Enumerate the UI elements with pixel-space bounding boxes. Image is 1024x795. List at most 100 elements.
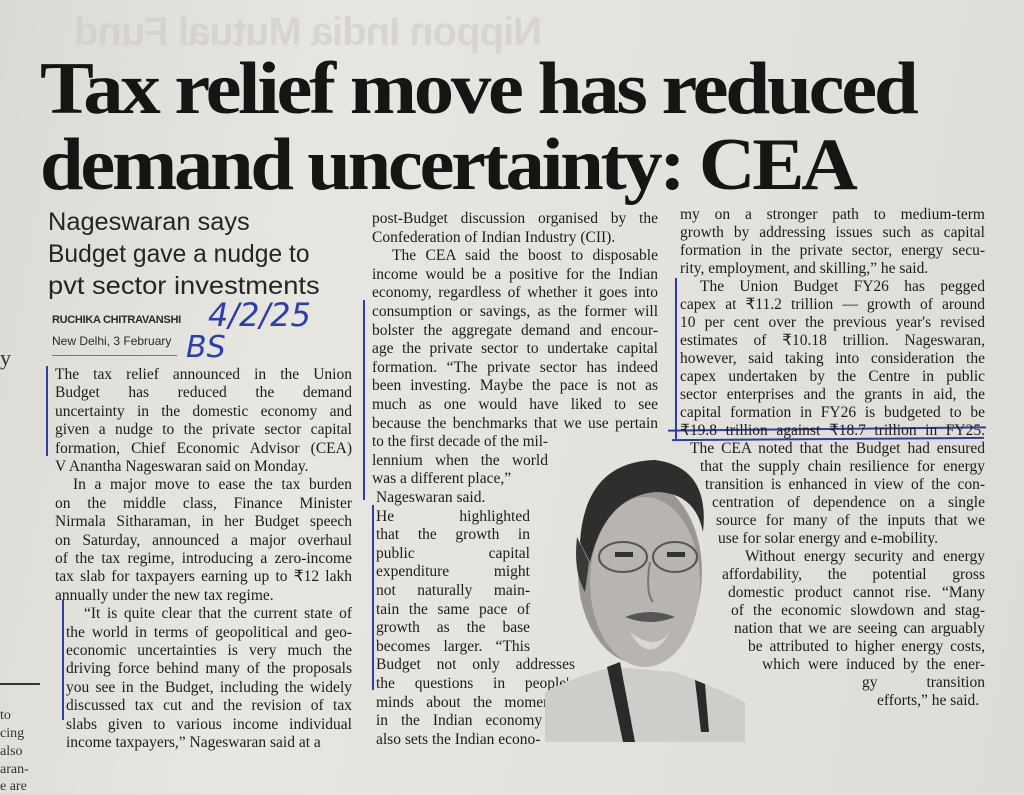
article-line: transition is enhanced in view of the co… [705,476,985,493]
article-line: tain the same pace of [376,600,530,618]
article-line: formation, Chief Economic Advisor (CEA) [55,439,352,457]
byline-rule [52,355,177,356]
article-line: Budget not only addresses [376,656,575,674]
byline: RUCHIKA CHITRAVANSHI [52,314,181,326]
article-line: which were induced by the ener- [762,656,985,673]
article-line: Nirmala Sitharaman, in her Budget speech [55,513,352,531]
article-line: not naturally main- [376,582,530,599]
article-line: efforts,” he said. [877,692,980,709]
article-line: the questions in people's [376,675,575,692]
article-line: tax slab for taxpayers earning up to ₹12… [55,568,352,586]
article-line: discussed tax cut and the revision of ta… [66,697,352,715]
article-line: given a nudge to the private sector capi… [55,421,352,439]
pen-margin-mark [675,278,677,440]
article-line: public capital [376,544,530,562]
article-line: The CEA noted that the Budget had ensure… [690,440,985,457]
cea-portrait-photo [545,452,745,742]
article-line: growth by addressing issues such as capi… [680,224,985,241]
article-line: post-Budget discussion organised by the [372,210,658,227]
article-line: capital formation in FY26 is budgeted to… [680,404,985,421]
article-line: to the first decade of the mil- [372,433,548,451]
article-line: that the growth in [376,526,530,544]
article-line: sector enterprises and the grants in aid… [680,386,985,403]
article-line: rity, employment, and skilling,” he said… [680,260,929,277]
article-line: annually under the new tax regime. [55,586,274,604]
article-line: however, said taking into consideration … [680,350,985,367]
handwritten-date: 4/2/25 [208,296,311,334]
article-line: affordability, the potential gross [722,566,985,583]
adjacent-column-fragment: y [0,345,11,370]
article-line: uncertainty in the domestic economy and [55,402,352,420]
article-line: consumption or savings, as the former wi… [372,303,658,320]
article-line: capex at ₹11.2 trillion — growth of arou… [680,296,985,313]
article-line: be attributed to higher energy costs, [748,638,985,655]
article-line: bolster the aggregate demand and encour- [372,321,658,339]
pen-margin-mark [372,505,374,690]
article-line: “It is quite clear that the current stat… [84,605,352,623]
adjacent-column-rule [0,683,40,685]
article-line: Budget has reduced the demand [55,384,352,402]
article-line: gy transition [862,674,985,691]
article-line: Nageswaran said. [376,489,486,506]
article-line: use for solar energy and e-mobility. [718,530,938,547]
article-line: centration of dependence on a single [712,494,985,511]
article-line: economy, regardless of whether it goes i… [372,284,658,302]
dateline: New Delhi, 3 February [52,334,172,348]
article-line: capex undertaken by the Centre in public [680,368,985,385]
handwritten-source: BS [186,330,226,365]
article-line: was a different place,” [372,470,512,488]
headline-line-2: demand uncertainty: CEA [40,124,858,206]
article-line: source for many of the inputs that we [716,512,985,529]
article-line: 10 per cent over the previous year's rev… [680,314,985,331]
adjacent-column-fragment: e are [0,779,27,794]
article-line: also sets the Indian econo- [376,730,541,748]
adjacent-column-fragment: also [0,744,23,759]
article-line: income taxpayers,” Nageswaran said at a [66,734,321,751]
article-line: Confederation of Indian Industry (CII). [372,228,616,246]
article-line: minds about the momentum [376,693,575,711]
article-line: expenditure might [376,563,530,581]
article-line: because the benchmarks that we use perta… [372,414,658,432]
pen-margin-mark [363,300,365,500]
article-line: He highlighted [376,507,530,525]
pen-margin-mark [46,366,48,456]
article-line: my on a stronger path to medium-term [680,206,985,223]
article-line: driving force behind many of the proposa… [66,660,352,678]
pen-margin-mark [62,600,64,720]
article-line: V Anantha Nageswaran said on Monday. [55,458,309,475]
adjacent-column-fragment: aran- [0,762,29,777]
article-line: that the supply chain resilience for ene… [700,458,985,475]
article-line: Without energy security and energy [745,548,985,565]
article-line: The Union Budget FY26 has pegged [700,278,985,295]
subhead-line-1: Nageswaran says [48,208,250,236]
article-line: ₹19.8 trillion against ₹18.7 trillion in… [680,422,985,439]
portrait-image [545,460,745,742]
adjacent-column-fragment: cing [0,726,25,741]
article-line: on Saturday, announced a major overhaul [55,531,352,549]
article-line: on the middle class, Finance Minister [55,494,352,512]
article-line: slabs given to various income individual [66,715,352,733]
subhead-line-2: Budget gave a nudge to [48,240,310,268]
article-line: you see in the Budget, including the wid… [66,678,352,696]
article-line: age the private sector to undertake capi… [372,340,658,358]
article-line: domestic product cannot rise. “Many [728,584,985,601]
article-line: nation that we are seeing can arguably [734,620,985,637]
article-line: In a major move to ease the tax burden [73,476,352,494]
article-line: been investing. Maybe the pace is not as [372,377,658,395]
article-line: growth as the base [376,619,530,637]
adjacent-column-fragment: to [0,708,11,723]
article-line: formation in the private sector, energy … [680,242,985,259]
article-line: formation. “The private sector has indee… [372,358,658,376]
article-line: much as one would have liked to see [372,396,658,413]
article-line: becomes larger. “This [376,637,530,655]
article-line: of the economic slowdown and stag- [731,602,985,619]
article-line: The tax relief announced in the Union [55,366,352,383]
headline-line-1: Tax relief move has reduced [40,48,919,130]
article-line: The CEA said the boost to disposable [392,247,658,265]
article-line: estimates of ₹10.18 trillion. Nageswaran… [680,332,985,349]
article-line: income would be a positive for the India… [372,265,658,283]
subhead-line-3: pvt sector investments [48,272,320,300]
article-line: of the tax regime, introducing a zero-in… [55,550,352,567]
article-line: economic uncertainties is very much the [66,642,352,659]
article-line: in the Indian economy but [376,712,575,730]
